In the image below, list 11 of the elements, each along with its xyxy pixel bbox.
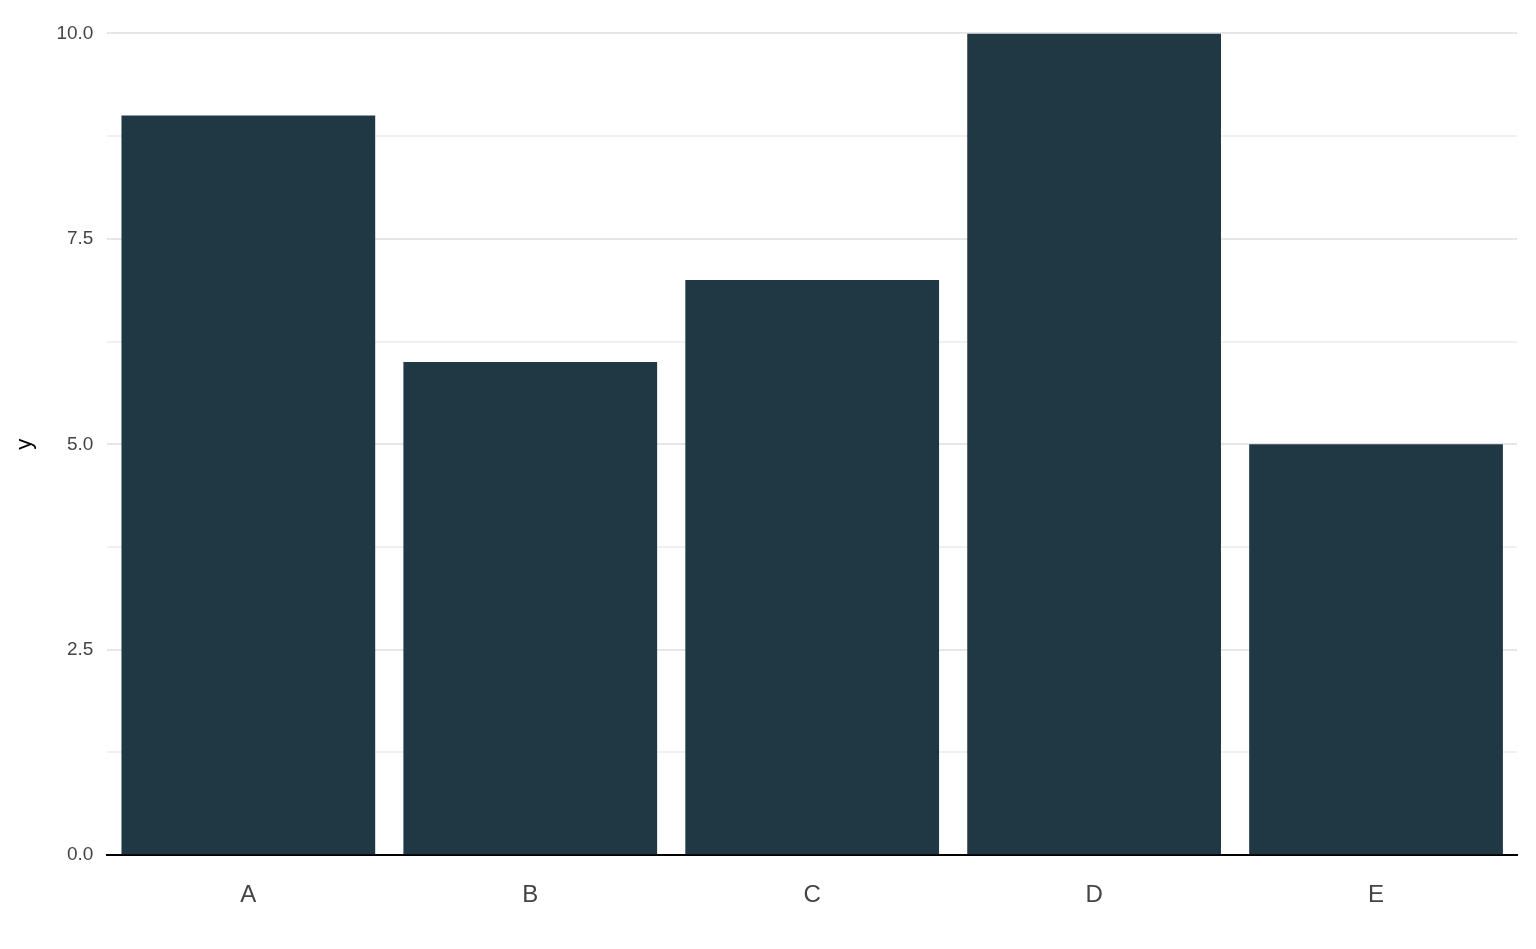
x-tick-label: C [803, 880, 821, 908]
x-tick-label: A [240, 880, 257, 908]
y-tick-label: 0.0 [66, 843, 94, 865]
y-tick-label: 10.0 [56, 21, 94, 43]
y-tick-label: 2.5 [66, 637, 94, 659]
x-tick-label: B [522, 880, 539, 908]
y-tick-label: 5.0 [66, 432, 94, 454]
x-tick-label: E [1368, 880, 1385, 908]
y-axis-title: y [11, 438, 37, 450]
x-tick-label: D [1085, 880, 1103, 908]
y-tick-label: 7.5 [66, 227, 94, 249]
